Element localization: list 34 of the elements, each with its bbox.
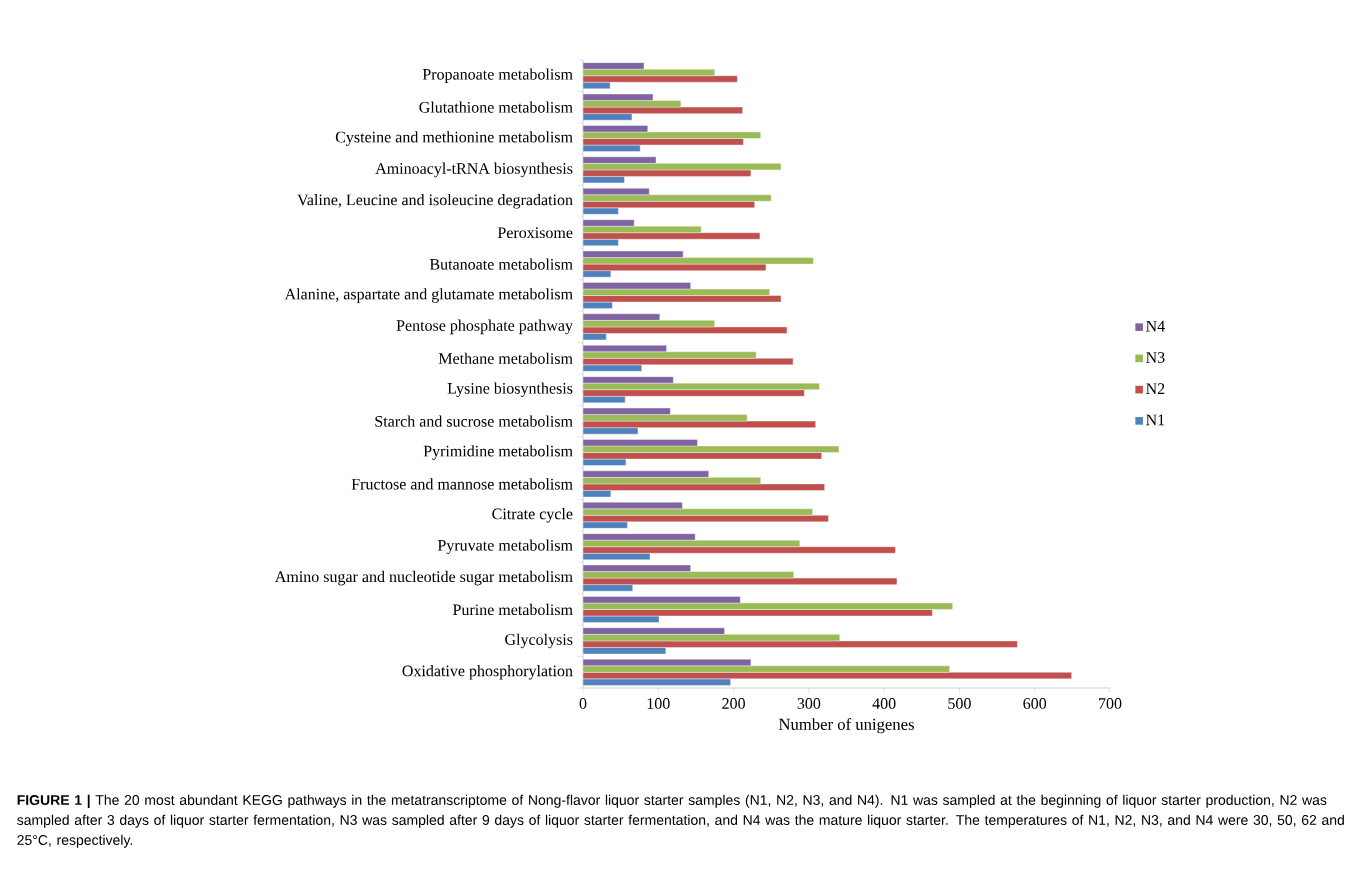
y-tick-label: Aminoacyl-tRNA biosynthesis bbox=[375, 162, 573, 178]
y-tick-label: Citrate cycle bbox=[492, 508, 573, 523]
y-tick-label: Cysteine and methionine metabolism bbox=[335, 131, 573, 146]
x-tick-label: 700 bbox=[1099, 698, 1122, 709]
y-tick-label: Oxidative phosphorylation bbox=[402, 665, 573, 680]
y-tick-label: Glycolysis bbox=[505, 633, 573, 649]
y-tick-label: Pyruvate metabolism bbox=[437, 539, 573, 554]
legend-label: N2 bbox=[1146, 383, 1165, 394]
y-tick-label: Valine, Leucine and isoleucine degradation bbox=[297, 194, 573, 209]
y-tick-label: Propanoate metabolism bbox=[422, 68, 573, 83]
x-tick-label: 400 bbox=[872, 698, 896, 709]
y-tick-label: Pyrimidine metabolism bbox=[423, 445, 573, 460]
y-tick-label: Amino sugar and nucleotide sugar metabolism bbox=[274, 570, 573, 586]
x-tick-label: 600 bbox=[1023, 698, 1047, 709]
y-tick-label: Pentose phosphate pathway bbox=[396, 319, 573, 335]
x-tick-label: 100 bbox=[647, 698, 670, 709]
x-tick-label: 0 bbox=[579, 698, 587, 709]
y-tick-label: Purine metabolism bbox=[452, 603, 573, 616]
text: FIGURE 1 | The 20 most abundant KEGG pathways in the metatranscriptome of Nong-flavor liquor starter samples (N1, N2, N3, and N4). N1 was sampled at the beginning of liquor starter production, N2 was sampled after 3 days of liquor starter fermentation, N3 was sampled after 9 days of liquor starter fermentation, and N4 was the mature liquor starter. The temperatures of N1, N2, N3, and N4 were 30, 50, 62 and 25°C, respectively. bbox=[17, 794, 1344, 848]
legend-label: N1 bbox=[1146, 414, 1165, 426]
x-tick-label: 200 bbox=[722, 698, 745, 709]
legend-label: N4 bbox=[1146, 320, 1165, 332]
x-tick-label: 300 bbox=[797, 698, 821, 709]
y-tick-label: Alanine, aspartate and glutamate metabolism bbox=[284, 288, 573, 303]
y-tick-label: Peroxisome bbox=[497, 227, 573, 239]
y-tick-label: Lysine biosynthesis bbox=[447, 382, 573, 397]
y-tick-label: Glutathione metabolism bbox=[419, 101, 573, 113]
x-tick-label: 500 bbox=[948, 698, 971, 709]
y-tick-label: Butanoate metabolism bbox=[429, 258, 573, 270]
y-tick-label: Starch and sucrose metabolism bbox=[375, 415, 573, 427]
y-tick-label: Methane metabolism bbox=[438, 352, 573, 364]
x-axis-title: Number of unigenes bbox=[778, 718, 914, 734]
legend-label: N3 bbox=[1146, 352, 1165, 363]
y-tick-label: Fructose and mannose metabolism bbox=[351, 478, 573, 490]
